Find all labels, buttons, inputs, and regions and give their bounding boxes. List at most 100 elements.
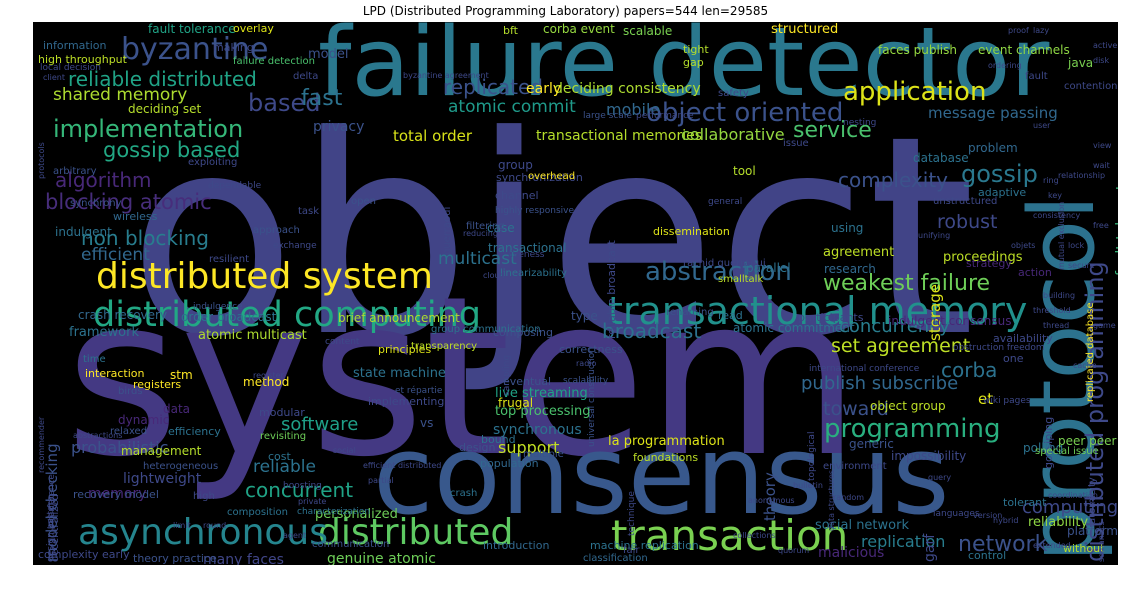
word-byzantine-agreement: byzantine agreement	[403, 71, 489, 80]
word-modular: modular	[259, 406, 305, 419]
word-partial: partial	[368, 476, 394, 485]
word-garf: garf	[922, 533, 938, 562]
word-unstructured: unstructured	[933, 196, 998, 207]
word-renaming: renaming	[666, 307, 714, 318]
word-brief-announcement: brief announcement	[338, 311, 460, 325]
word-efficient-distributed: efficient distributed	[363, 461, 442, 470]
word-crash: crash	[450, 488, 478, 499]
word-coordination: coordination	[1048, 491, 1098, 500]
word-safety: safety	[718, 88, 749, 99]
word-efficient: efficient	[81, 245, 150, 265]
word-dependable: dependable	[208, 181, 262, 191]
word-byzantine: byzantine	[121, 32, 269, 67]
word-version: version	[973, 511, 1003, 520]
word-peer-peer: peer peer	[1058, 434, 1117, 448]
word-order-broadcast: order broadcast	[181, 310, 277, 324]
word-revisiting: revisiting	[260, 431, 307, 442]
word-crash-recovery: crash recovery	[78, 308, 168, 322]
word-bound: bound	[481, 433, 516, 446]
word-stm: stm	[170, 368, 193, 382]
word-probabilistic: probabilistic	[71, 438, 169, 457]
word-polling: polling	[1023, 441, 1064, 455]
word-birds: birds	[118, 386, 143, 397]
word-toward: toward	[823, 398, 889, 420]
word-contention: contention	[1064, 81, 1118, 92]
word-view: view	[1093, 141, 1112, 150]
word-exploiting: exploiting	[188, 157, 238, 168]
word-transactional-memory: transactional memory	[608, 289, 1028, 333]
word-replicated-database: replicated database	[1085, 302, 1096, 402]
word-recommender: recommender	[37, 416, 46, 473]
word-guerraoui: guerraoui	[442, 206, 453, 255]
word-social: social	[333, 446, 356, 455]
word-machine-replication: machine replication	[590, 539, 699, 552]
word-smalltalk: smalltalk	[718, 274, 764, 285]
word-high: high	[193, 491, 215, 502]
word-publish-subscribe: publish subscribe	[801, 373, 959, 394]
word-indulgence: indulgence	[193, 302, 243, 312]
word-generic: generic	[849, 437, 894, 451]
word-characterization: characterization	[297, 507, 371, 517]
word-availability: availability	[993, 332, 1053, 345]
word-interference: interference	[47, 474, 57, 529]
word-application: application	[843, 77, 987, 107]
word-social-network: social network	[815, 518, 909, 533]
word-relaxed: relaxed	[110, 426, 148, 437]
word-framework: framework	[69, 325, 140, 340]
word-cache: cache	[1073, 361, 1097, 370]
word-type: type	[571, 309, 598, 323]
word-building: building	[1043, 291, 1076, 300]
word-indulgent-consensus: indulgent consensus	[888, 314, 1012, 328]
word-foundations: foundations	[633, 451, 699, 464]
word-agreement: agreement	[823, 245, 895, 260]
word-dynamic: dynamic	[118, 413, 170, 427]
word-protocols: protocols	[37, 142, 46, 179]
word-problem: problem	[968, 141, 1018, 155]
word-eventual: eventual	[503, 375, 552, 388]
word-management: management	[121, 444, 202, 458]
word-multiple: multiple	[523, 449, 564, 460]
word-wait: wait	[1093, 161, 1110, 170]
word-distributed-computing: distributed computing	[93, 295, 482, 335]
word-object: object	[128, 77, 976, 397]
word-wiki-pages: wiki pages	[983, 396, 1031, 406]
word-transaction: transaction	[611, 511, 849, 560]
word-replicated: replicated	[443, 75, 543, 99]
word-malicious: malicious	[818, 545, 885, 561]
word-replication: replication	[861, 532, 946, 551]
word-classification: classification	[583, 553, 648, 564]
word-transparency: transparency	[411, 341, 477, 352]
word-gossip: gossip	[961, 160, 1038, 188]
word-robust: robust	[937, 211, 998, 233]
word-case: case	[487, 221, 515, 235]
word-message-passing: message passing	[928, 104, 1058, 122]
word-storage: storage	[926, 284, 944, 341]
word-sampling: sampling	[502, 354, 512, 396]
word-local-decision: local decision	[40, 63, 101, 73]
word-quorum: quorum	[778, 546, 810, 555]
word-objets: objets	[1011, 241, 1036, 250]
word-reducing: reducing	[463, 229, 498, 238]
word-correctness: correctness	[559, 343, 623, 356]
word-extended: extended	[1033, 541, 1071, 550]
word-abstraction: abstraction	[645, 257, 792, 287]
word-model: model	[308, 47, 349, 62]
word-la-programmation: la programmation	[608, 434, 725, 449]
word-research: research	[824, 262, 876, 276]
word-scalable: scalable	[623, 24, 673, 38]
word-synchronous: synchronous	[493, 422, 582, 438]
word-bft: bft	[503, 24, 518, 37]
word-support: support	[498, 438, 560, 457]
word-privacy: privacy	[313, 119, 365, 135]
word-filtering: filtering	[466, 221, 505, 232]
word-special-issue: special issue	[1035, 446, 1099, 457]
word-control: control	[968, 549, 1007, 562]
word-network: network	[958, 532, 1048, 557]
word-live-streaming: live streaming	[495, 386, 588, 401]
word-non-blocking: non blocking	[81, 226, 209, 250]
word-environment: environment	[823, 461, 887, 472]
word-many-faces: many faces	[203, 552, 284, 565]
word-tolerant: tolerant	[1003, 496, 1047, 509]
word-technique: technique	[627, 491, 637, 536]
word-large-scale: large scale	[583, 111, 632, 121]
